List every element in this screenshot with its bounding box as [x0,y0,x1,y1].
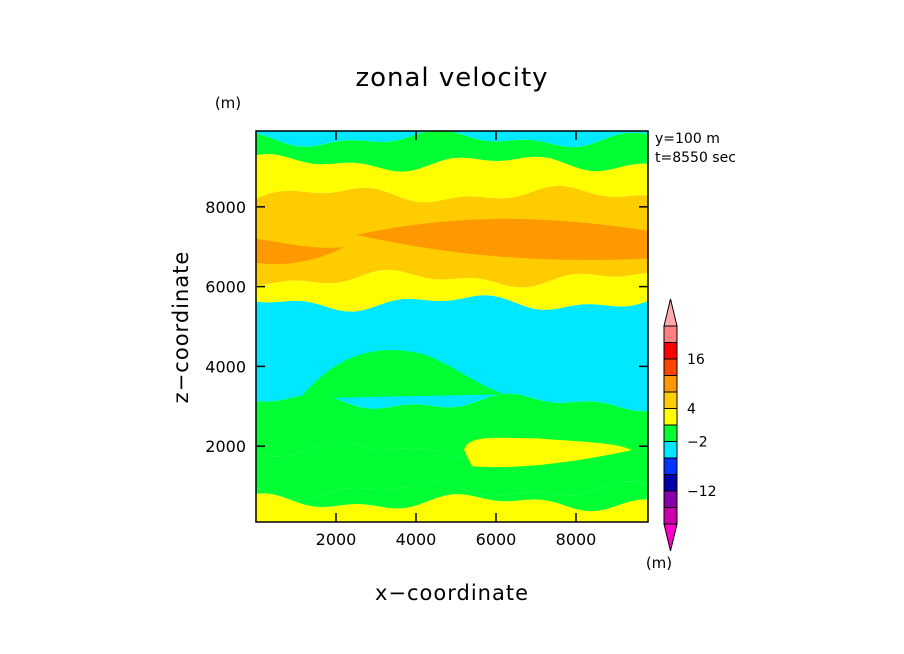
colorbar-tick-label: 4 [687,402,696,418]
annotation-t: t=8550 sec [655,150,736,166]
x-tick-label: 6000 [476,530,517,549]
x-tick-label: 8000 [556,530,597,549]
colorbar-swatch [663,358,678,376]
contour-band [256,154,648,203]
colorbar-under-triangle [663,523,678,552]
contour-band [256,493,648,522]
colorbar-tick-label: 16 [687,352,705,368]
plot-frame [255,130,649,523]
y-axis: 2000 4000 6000 8000 [205,198,648,456]
colorbar-swatch [663,375,678,393]
colorbar: 16 4 −2 −12 [663,298,717,552]
colorbar-swatch [663,408,678,426]
colorbar-unit-label: (m) [646,554,672,572]
x-tick-label: 4000 [396,530,437,549]
x-axis-label: x−coordinate [375,581,529,605]
y-axis-label: z−coordinate [169,251,193,404]
contour-band [256,481,648,512]
contour-patch [464,437,632,468]
contour-fill [256,131,648,522]
contour-patch [256,238,344,265]
y-tick-label: 4000 [205,357,246,376]
colorbar-swatch [663,424,678,442]
colorbar-swatch [663,391,678,409]
y-tick-label: 8000 [205,198,246,217]
colorbar-tick-label: −2 [687,435,708,451]
contour-band [256,269,648,312]
colorbar-over-triangle [663,298,678,327]
y-unit-label: (m) [215,94,241,112]
y-tick-label: 6000 [205,278,246,297]
y-tick-label: 2000 [205,437,246,456]
contour-band [256,131,648,148]
plot-area [255,130,649,523]
colorbar-swatch [663,490,678,508]
chart-title: zonal velocity [355,63,548,93]
colorbar-tick-label: −12 [687,484,717,500]
colorbar-swatch [663,342,678,360]
contour-patch [300,350,504,399]
x-axis: 2000 4000 6000 8000 [316,131,597,549]
colorbar-swatch [663,457,678,475]
colorbar-swatch [663,441,678,459]
colorbar-swatch [663,325,678,343]
colorbar-swatch [663,474,678,492]
contour-patch [356,218,648,261]
annotation-y: y=100 m [655,131,720,147]
colorbar-swatch [663,507,678,525]
x-tick-label: 2000 [316,530,357,549]
contour-band [256,131,648,172]
